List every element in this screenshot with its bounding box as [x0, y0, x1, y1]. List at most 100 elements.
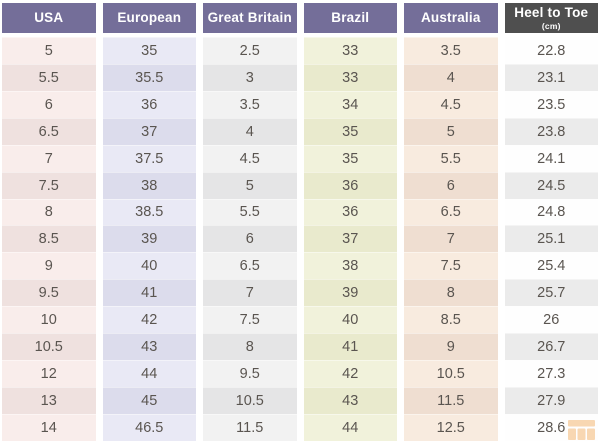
- australia-cell: 6.5: [404, 198, 498, 226]
- column-header-label: Brazil: [331, 10, 370, 26]
- heel-to-toe-cell: 25.1: [504, 225, 598, 253]
- australia-cell: 4: [404, 63, 498, 91]
- column-header-australia: Australia: [404, 3, 498, 33]
- australia-cell: 4.5: [404, 90, 498, 118]
- european-cell: 35.5: [102, 63, 196, 91]
- column-australia: Australia 3.5 4 4.5 5 5.5 6 6.5 7 7.5 8 8.5 9 10.5 11.…: [404, 3, 498, 441]
- heel-to-toe-cell: 22.8: [504, 37, 598, 64]
- column-header-heel-to-toe: Heel to Toe (cm): [504, 3, 598, 33]
- great-britain-cell: 9.5: [203, 360, 297, 387]
- column-header-brazil: Brazil: [303, 3, 397, 33]
- european-cell: 38: [102, 171, 196, 199]
- column-header-label: Australia: [420, 10, 481, 26]
- heel-to-toe-cell: 28.6: [504, 413, 598, 441]
- australia-cell: 10.5: [404, 360, 498, 387]
- brazil-cell: 37: [303, 225, 397, 253]
- australia-cell: 11.5: [404, 386, 498, 414]
- usa-cell: 14: [2, 413, 96, 441]
- heel-to-toe-cell: 25.7: [504, 279, 598, 307]
- australia-cell: 6: [404, 171, 498, 199]
- heel-to-toe-cell: 23.1: [504, 63, 598, 91]
- column-brazil: Brazil 33 33 34 35 35 36 36 37 38 39 40 41 42 43 44: [303, 3, 397, 441]
- brazil-cell: 35: [303, 144, 397, 172]
- usa-cell: 9.5: [2, 279, 96, 307]
- great-britain-cell: 3.5: [203, 90, 297, 118]
- european-cell: 41: [102, 279, 196, 307]
- heel-to-toe-cell: 23.5: [504, 90, 598, 118]
- european-cell: 45: [102, 386, 196, 414]
- brazil-cell: 35: [303, 117, 397, 145]
- column-heel-to-toe: Heel to Toe (cm) 22.8 23.1 23.5 23.8 24.1 24.5 2…: [504, 3, 598, 441]
- great-britain-cell: 4.5: [203, 144, 297, 172]
- brazil-cell: 44: [303, 413, 397, 441]
- heel-to-toe-cell: 24.5: [504, 171, 598, 199]
- brazil-cell: 43: [303, 386, 397, 414]
- australia-cell: 9: [404, 333, 498, 361]
- great-britain-cell: 6: [203, 225, 297, 253]
- great-britain-cell: 5: [203, 171, 297, 199]
- heel-to-toe-cell: 25.4: [504, 252, 598, 280]
- australia-cell: 5.5: [404, 144, 498, 172]
- usa-cell: 5: [2, 37, 96, 64]
- great-britain-cell: 2.5: [203, 37, 297, 64]
- usa-cell: 10: [2, 306, 96, 334]
- column-header-great-britain: Great Britain: [203, 3, 297, 33]
- column-header-label: Heel to Toe: [514, 5, 589, 20]
- european-cell: 37: [102, 117, 196, 145]
- column-great-britain: Great Britain 2.5 3 3.5 4 4.5 5 5.5 6 6.5 7 7.5 8 9.5…: [203, 3, 297, 441]
- great-britain-cell: 4: [203, 117, 297, 145]
- european-cell: 46.5: [102, 413, 196, 441]
- great-britain-cell: 11.5: [203, 413, 297, 441]
- european-cell: 44: [102, 360, 196, 387]
- great-britain-cell: 5.5: [203, 198, 297, 226]
- column-header-label: Great Britain: [207, 10, 292, 26]
- brazil-cell: 39: [303, 279, 397, 307]
- usa-cell: 9: [2, 252, 96, 280]
- column-european: European 35 35.5 36 37 37.5 38 38.5 39 40 41 42 43 44…: [102, 3, 196, 441]
- brazil-cell: 36: [303, 171, 397, 199]
- brazil-cell: 33: [303, 63, 397, 91]
- grid-logo-icon: [568, 420, 595, 440]
- australia-cell: 8.5: [404, 306, 498, 334]
- column-header-european: European: [102, 3, 196, 33]
- european-cell: 42: [102, 306, 196, 334]
- great-britain-cell: 3: [203, 63, 297, 91]
- brazil-cell: 38: [303, 252, 397, 280]
- usa-cell: 7.5: [2, 171, 96, 199]
- brazil-cell: 40: [303, 306, 397, 334]
- usa-cell: 8: [2, 198, 96, 226]
- brazil-cell: 41: [303, 333, 397, 361]
- european-cell: 43: [102, 333, 196, 361]
- usa-cell: 6.5: [2, 117, 96, 145]
- brazil-cell: 33: [303, 37, 397, 64]
- european-cell: 37.5: [102, 144, 196, 172]
- usa-cell: 8.5: [2, 225, 96, 253]
- usa-cell: 7: [2, 144, 96, 172]
- european-cell: 35: [102, 37, 196, 64]
- brazil-cell: 34: [303, 90, 397, 118]
- column-header-label: USA: [34, 10, 64, 26]
- brazil-cell: 42: [303, 360, 397, 387]
- australia-cell: 5: [404, 117, 498, 145]
- usa-cell: 13: [2, 386, 96, 414]
- heel-to-toe-cell: 24.8: [504, 198, 598, 226]
- column-header-usa: USA: [2, 3, 96, 33]
- great-britain-cell: 8: [203, 333, 297, 361]
- australia-cell: 3.5: [404, 37, 498, 64]
- usa-cell: 12: [2, 360, 96, 387]
- great-britain-cell: 6.5: [203, 252, 297, 280]
- heel-to-toe-cell: 26: [504, 306, 598, 334]
- heel-to-toe-cell: 27.3: [504, 360, 598, 387]
- european-cell: 36: [102, 90, 196, 118]
- column-header-label: European: [117, 10, 182, 26]
- column-header-sublabel: (cm): [541, 20, 561, 31]
- watermark-logo: [567, 419, 596, 441]
- brazil-cell: 36: [303, 198, 397, 226]
- column-usa: USA 5 5.5 6 6.5 7 7.5 8 8.5 9 9.5 10 10.5 12 13 14: [2, 3, 96, 441]
- heel-to-toe-cell: 23.8: [504, 117, 598, 145]
- usa-cell: 5.5: [2, 63, 96, 91]
- great-britain-cell: 7.5: [203, 306, 297, 334]
- heel-to-toe-cell: 24.1: [504, 144, 598, 172]
- heel-to-toe-cell: 27.9: [504, 386, 598, 414]
